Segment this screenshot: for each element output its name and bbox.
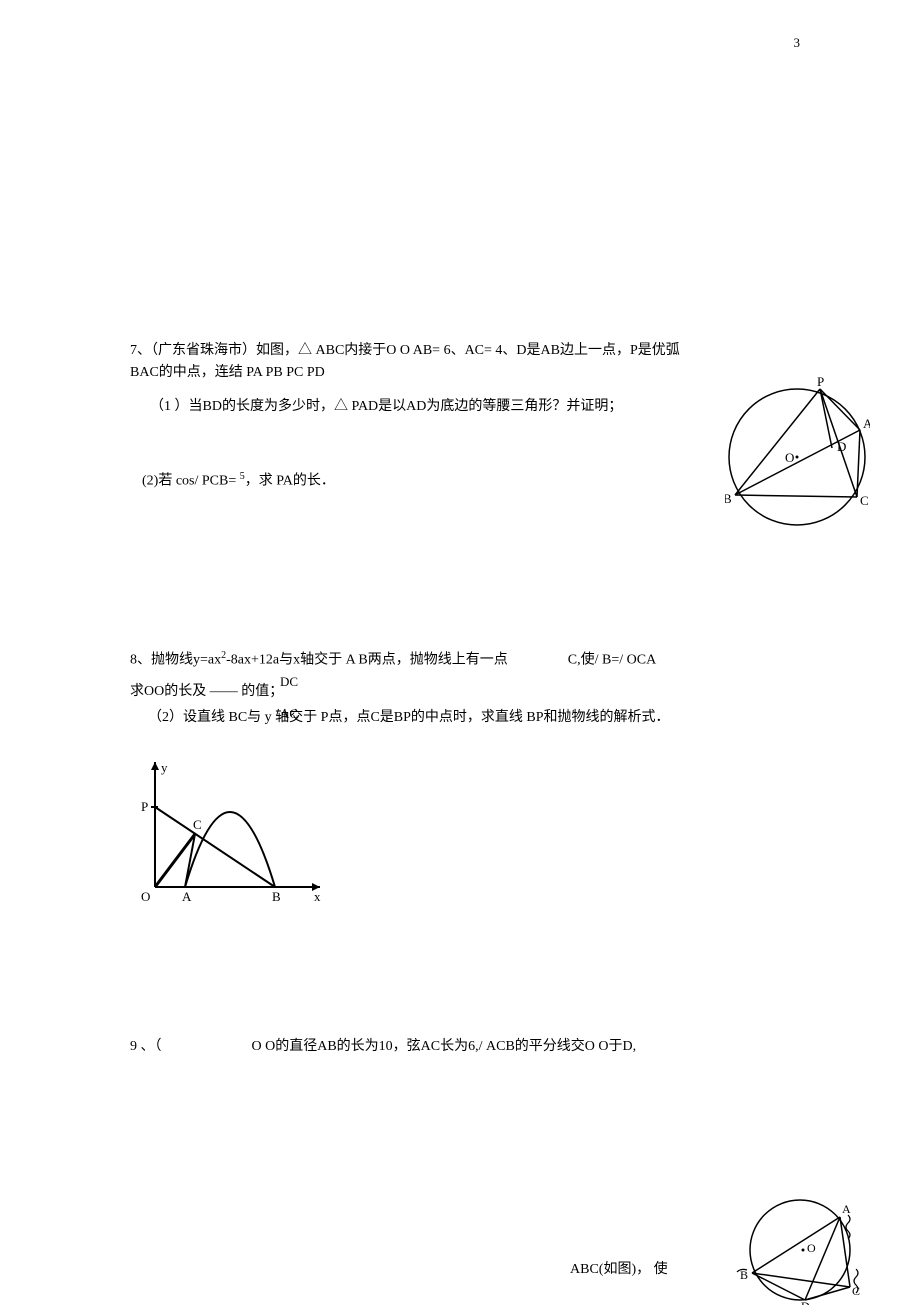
svg-text:P: P: [141, 799, 148, 814]
svg-text:O: O: [141, 889, 150, 904]
p8-frac-den: AC: [280, 706, 298, 722]
p9-abc-text: ABC(如图)， 使: [570, 1258, 668, 1278]
p8-h1-right: C,使/ B=/ OCA: [568, 653, 656, 668]
problem-9: 9 、（ O O的直径AB的长为10，弦AC长为6,/ ACB的平分线交O O于D…: [130, 1035, 870, 1055]
svg-text:B: B: [740, 1268, 748, 1282]
svg-text:A: A: [863, 416, 870, 431]
svg-text:O: O: [785, 450, 794, 465]
page-number: 3: [794, 35, 801, 51]
p7-header-1: 7、（广东省珠海市）如图，△ ABC内接于O O AB= 6、AC= 4、D是A…: [130, 340, 870, 362]
p8-q1-text: 求OO的长及 —— 的值；: [130, 680, 283, 700]
p8-parabola-figure: y x P C O A B: [130, 752, 330, 912]
p8-question-1: DC AC 求OO的长及 —— 的值；: [130, 680, 870, 700]
p9-body: O O的直径AB的长为10，弦AC长为6,/ ACB的平分线交O O于D,: [252, 1039, 637, 1054]
svg-text:C: C: [860, 493, 869, 508]
p8-frac-num: DC: [280, 674, 298, 690]
svg-text:A: A: [182, 889, 192, 904]
svg-text:C: C: [193, 817, 202, 832]
p7-q2-prefix: (2)若 cos/ PCB=: [142, 474, 240, 489]
svg-text:A: A: [842, 1202, 851, 1216]
svg-text:P: P: [817, 375, 824, 389]
svg-text:D: D: [801, 1299, 810, 1305]
svg-text:O: O: [807, 1241, 816, 1255]
svg-text:x: x: [314, 889, 321, 904]
svg-text:B: B: [272, 889, 281, 904]
svg-text:y: y: [161, 760, 168, 775]
p9-circle-figure: A B C D O: [735, 1195, 865, 1305]
svg-text:B: B: [725, 491, 732, 506]
problem-8: 8、抛物线y=ax2-8ax+12a与x轴交于 A B两点，抛物线上有一点C,使…: [130, 645, 870, 726]
p7-q2-suffix: ，求 PA的长．: [245, 474, 335, 489]
svg-text:D: D: [837, 439, 846, 454]
p7-circle-figure: P A B C D O: [725, 375, 870, 530]
p8-header: 8、抛物线y=ax2-8ax+12a与x轴交于 A B两点，抛物线上有一点C,使…: [130, 645, 870, 672]
p8-h1-pre: 8、抛物线y=ax: [130, 653, 221, 668]
p9-header: 9 、（: [130, 1039, 162, 1054]
p8-question-2: （2）设直线 BC与 y 轴交于 P点，点C是BP的中点时，求直线 BP和抛物线…: [148, 706, 870, 726]
p8-h1-mid: -8ax+12a与x轴交于 A B两点，抛物线上有一点: [226, 653, 508, 668]
svg-text:C: C: [852, 1284, 860, 1298]
